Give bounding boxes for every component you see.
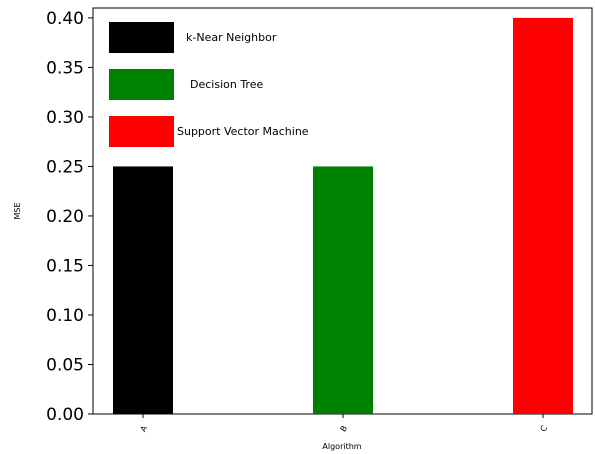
x-tick-label: A	[139, 424, 150, 434]
x-axis: A B C	[139, 414, 550, 434]
y-axis: 0.00 0.05 0.10 0.15 0.20 0.25 0.30 0.35 0.40	[46, 9, 93, 425]
bar-b	[313, 166, 373, 414]
legend: k-Near Neighbor Decision Tree Support Vect…	[109, 22, 309, 147]
y-tick-label: 0.10	[46, 306, 84, 326]
y-tick-label: 0.15	[46, 256, 84, 276]
legend-swatch	[109, 116, 174, 147]
legend-swatch	[109, 22, 174, 53]
bar-a	[113, 166, 173, 414]
bars	[113, 17, 573, 415]
y-tick-label: 0.00	[46, 405, 84, 425]
legend-label: k-Near Neighbor	[186, 31, 277, 44]
x-tick-label: B	[339, 424, 350, 433]
legend-swatch	[109, 69, 174, 100]
y-tick-label: 0.25	[46, 157, 84, 177]
y-tick-label: 0.40	[46, 9, 84, 29]
x-axis-label: Algorithm	[322, 442, 361, 451]
y-tick-label: 0.05	[46, 355, 84, 375]
y-tick-label: 0.20	[46, 207, 84, 227]
legend-label: Decision Tree	[190, 78, 263, 91]
y-tick-label: 0.30	[46, 108, 84, 128]
y-tick-label: 0.35	[46, 58, 84, 78]
bar-c	[513, 17, 573, 415]
legend-label: Support Vector Machine	[177, 125, 309, 138]
y-axis-label: MSE	[13, 202, 22, 219]
x-tick-label: C	[539, 424, 550, 434]
